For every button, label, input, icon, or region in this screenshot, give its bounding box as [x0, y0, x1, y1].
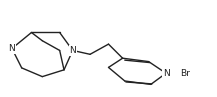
Text: N: N [8, 44, 15, 53]
Text: N: N [69, 46, 76, 55]
Text: Br: Br [181, 69, 191, 78]
Text: N: N [163, 69, 169, 78]
